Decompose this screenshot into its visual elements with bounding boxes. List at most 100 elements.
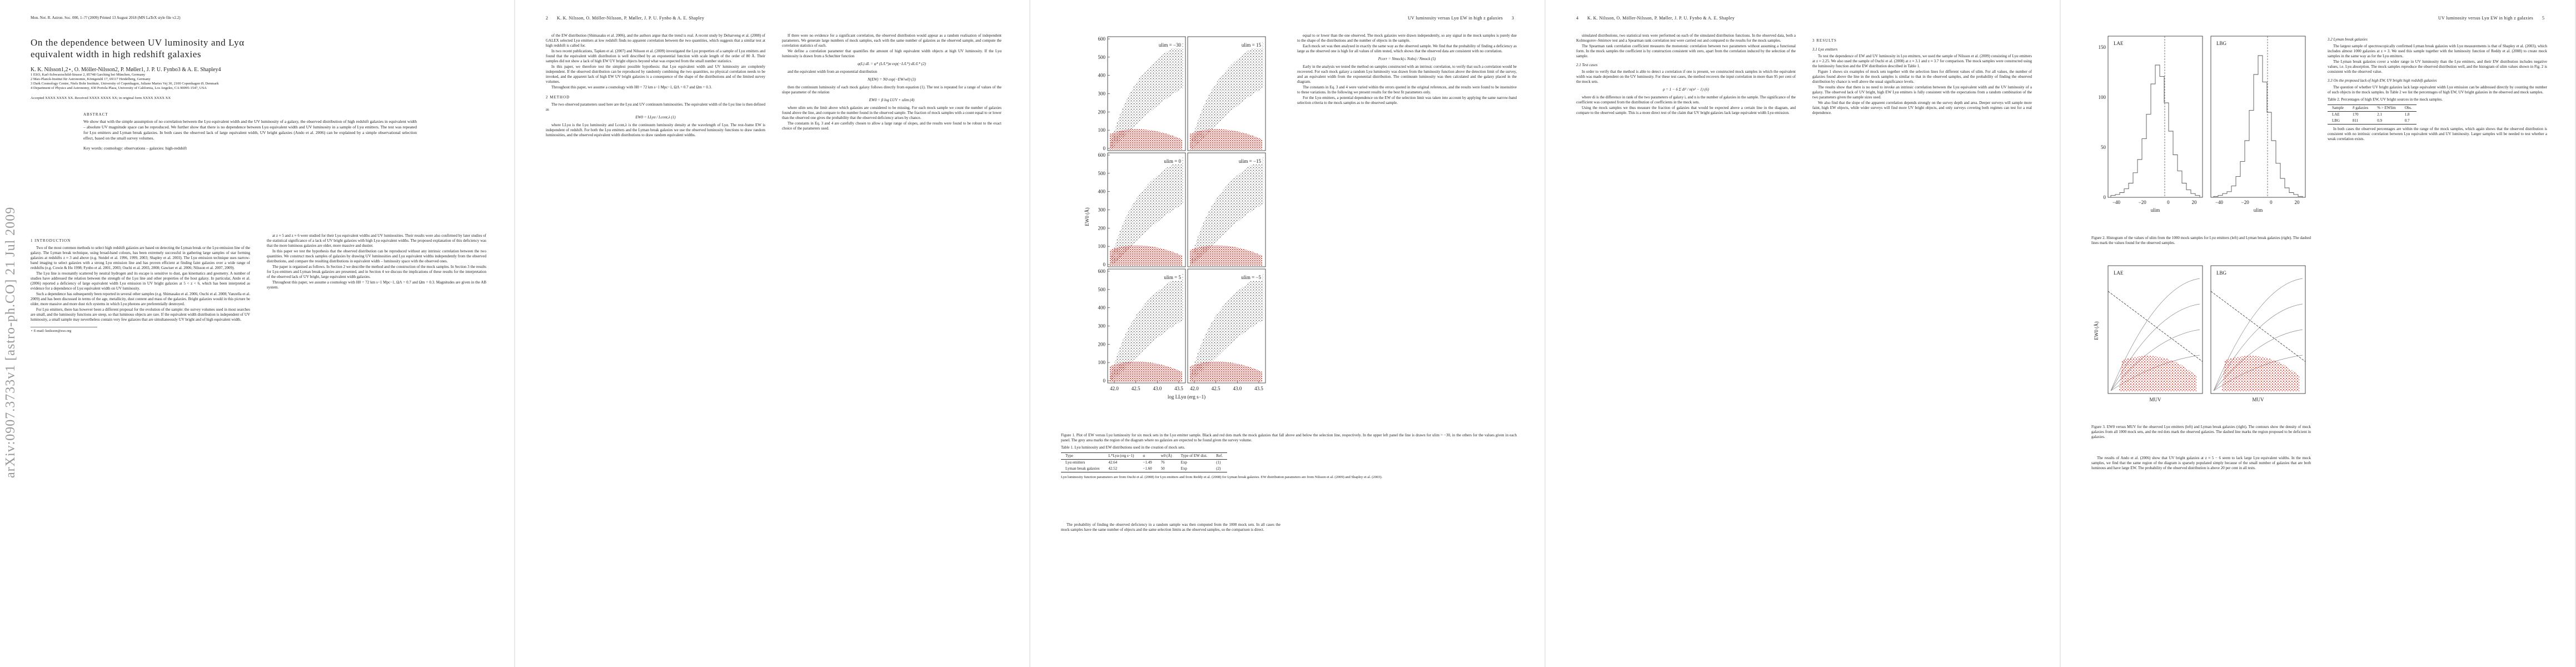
- x-tick-label: 43.5: [1174, 386, 1183, 391]
- table-header-cell: Obs.: [2400, 104, 2416, 112]
- x-tick-label: −20: [2139, 200, 2147, 205]
- table-cell: 170: [2353, 112, 2359, 117]
- text: In this paper, we therefore test the sim…: [546, 64, 765, 84]
- table-cell: −1.49: [1143, 460, 1152, 465]
- panel-label: LAE: [2114, 270, 2124, 276]
- table-row: Lyman break galaxies 42.52 −1.60 50 Exp (2): [1061, 466, 1227, 472]
- subheading: 3.2 Lyman break galaxies: [2328, 37, 2368, 42]
- y-tick-label: 50: [2101, 145, 2106, 150]
- text: Each mock set was then analysed in exact…: [1297, 44, 1517, 53]
- text: We define a correlation parameter that q…: [782, 49, 1001, 58]
- figure-table-block: Figure 1. Plot of EW versus Lyα luminosi…: [1061, 431, 1517, 481]
- table-cell: −1.60: [1143, 466, 1152, 471]
- caption: Figure 3. EW0 versus MUV for the observe…: [2091, 425, 2311, 439]
- page: 4 K. K. Nilsson, O. Möller-Nilsson, P. M…: [1546, 0, 2060, 667]
- y-tick-label: 600: [1098, 36, 1106, 42]
- page-number: 4: [1576, 16, 1578, 21]
- text: Figure 1 shows six examples of mock sets…: [1812, 69, 2032, 84]
- label-box: [1231, 273, 1262, 281]
- text: simulated distributions, two statistical…: [1576, 33, 1796, 43]
- x-tick-label: −20: [2241, 200, 2250, 205]
- x-tick-label: 20: [2192, 200, 2198, 205]
- panel-label: ulim = −5: [1241, 275, 1261, 280]
- point-cloud-selected: [1190, 129, 1262, 150]
- point-cloud: [1110, 157, 1183, 265]
- abstract: We show that with the simple assumption …: [83, 119, 417, 141]
- histogram-outline: [2110, 64, 2200, 197]
- panel-label: ulim = −15: [1239, 158, 1262, 164]
- heading: 1 INTRODUCTION: [31, 238, 71, 243]
- y-axis-label: EW0 (Å): [1084, 207, 1090, 226]
- x-axis-label: log LLyα (erg s−1): [1168, 394, 1205, 400]
- table: Type L*Lyα (erg s−1) α w0 (Å) Type of EW dis…: [1061, 452, 1228, 472]
- page-number: 5: [2542, 16, 2544, 21]
- y-tick-label: 400: [1098, 305, 1106, 311]
- text: The probability of finding the observed …: [1061, 522, 1280, 532]
- caption-block: Figure 3. EW0 versus MUV for the observe…: [2091, 422, 2311, 442]
- authors: K. K. Nilsson1,2⋆, O. Möller-Nilsson2, P…: [31, 67, 221, 73]
- point-cloud: [1190, 273, 1263, 381]
- text: If there were no evidence for a signific…: [782, 33, 1001, 48]
- text: Early in the analysis we tested the meth…: [1297, 64, 1517, 84]
- y-tick-label: 0: [1103, 378, 1106, 384]
- eq: Pcorr = Nmock(≤ Nobs) / Nmock (5): [1378, 57, 1436, 61]
- panel-label: ulim = 15: [1242, 42, 1262, 48]
- table-cell: 1.8: [2404, 112, 2410, 117]
- x-tick-label: 42.0: [1110, 386, 1119, 391]
- panel-label: LAE: [2114, 41, 2124, 46]
- heading: 2 METHOD: [546, 95, 570, 99]
- text: equal to or lower than the one observed.…: [1297, 33, 1517, 43]
- figure: ulim = −30 600 500 400 300 200 100 0 ulim = 15 ul…: [1084, 36, 1266, 400]
- x-tick-label: 43.5: [1254, 386, 1263, 391]
- y-tick-label: 150: [2099, 44, 2106, 50]
- arxiv-stamp: arXiv:0907.3733v1 [astro-ph.CO] 21 Jul 2…: [3, 206, 18, 478]
- eq: φ(L) dL = φ* (L/L*)α exp(−L/L*) dL/L* (2…: [858, 62, 926, 66]
- subheading: 3.1 Lyα emitters: [1812, 47, 1838, 52]
- y-axis-label: EW0 (Å): [2094, 321, 2099, 340]
- x-axis-label: ulim: [2151, 207, 2160, 213]
- table-header-cell: L*Lyα (erg s−1): [1104, 452, 1139, 460]
- y-tick-label: 0: [2104, 195, 2106, 200]
- table-header-cell: Sample: [2328, 104, 2348, 112]
- y-tick-label: 500: [1098, 54, 1106, 60]
- figure: LAE −40 −20 0 20 0 50 100 150 ulim LBG −40 −20 0 20 uli…: [2099, 36, 2306, 213]
- panel-label: ulim = −30: [1159, 42, 1182, 48]
- front-matter: Mon. Not. R. Astron. Soc. 000, 1–?? (200…: [31, 16, 486, 151]
- abstract-heading: ABSTRACT: [83, 112, 108, 117]
- x-tick-label: 42.5: [1212, 386, 1220, 391]
- caption: Figure 2. Histogram of the values of uli…: [2091, 236, 2311, 245]
- x-axis-label: MUV: [2149, 397, 2161, 402]
- panel-label: LBG: [2216, 41, 2227, 46]
- table-cell: Lyman break galaxies: [1065, 466, 1100, 471]
- x-tick-label: 43.0: [1153, 386, 1162, 391]
- column: The probability of finding the observed …: [1061, 522, 1280, 533]
- text: The largest sample of spectroscopically …: [2328, 44, 2547, 58]
- table-header-cell: % > EWlim: [2373, 104, 2400, 112]
- table-cell: LBG: [2332, 118, 2340, 123]
- column: simulated distributions, two statistical…: [1576, 33, 1796, 116]
- caption: Table 2. Percentages of high EW, UV brig…: [2328, 97, 2443, 102]
- y-tick-label: 500: [1098, 171, 1106, 176]
- page: Mon. Not. R. Astron. Soc. 000, 1–?? (200…: [0, 0, 514, 667]
- y-tick-label: 200: [1098, 109, 1106, 115]
- table-cell: (1): [1216, 460, 1221, 465]
- x-axis-label: MUV: [2252, 397, 2264, 402]
- text: The constants in Eq. 3 and 4 are careful…: [782, 121, 1001, 131]
- observed-points: [2222, 356, 2300, 391]
- affiliation: 1 ESO, Karl-Schwarzschild-Strasse 2, 857…: [31, 73, 145, 77]
- table-header-row: Sample # galaxies% > EWlim Obs.: [2328, 104, 2416, 112]
- column: of the EW distribution (Shimasaku et al.…: [546, 33, 765, 138]
- label-box: [1231, 41, 1262, 48]
- page-number: 2: [546, 16, 548, 21]
- text: We also find that the slope of the appar…: [1812, 101, 2032, 115]
- table-cell: Exp: [1180, 466, 1187, 471]
- column: If there were no evidence for a signific…: [782, 33, 1001, 132]
- affiliation: 2 Max-Planck-Institut für Astronomie, Kö…: [31, 77, 151, 81]
- point-cloud-selected: [1110, 129, 1182, 150]
- text: The paper is organised as follows. In Se…: [267, 265, 486, 279]
- text: of the EW distribution (Shimasaku et al.…: [546, 33, 765, 48]
- column: equal to or lower than the one observed.…: [1297, 33, 1517, 106]
- table-cell: 50: [1160, 466, 1165, 471]
- y-tick-label: 300: [1098, 91, 1106, 97]
- label-box: [1151, 41, 1182, 48]
